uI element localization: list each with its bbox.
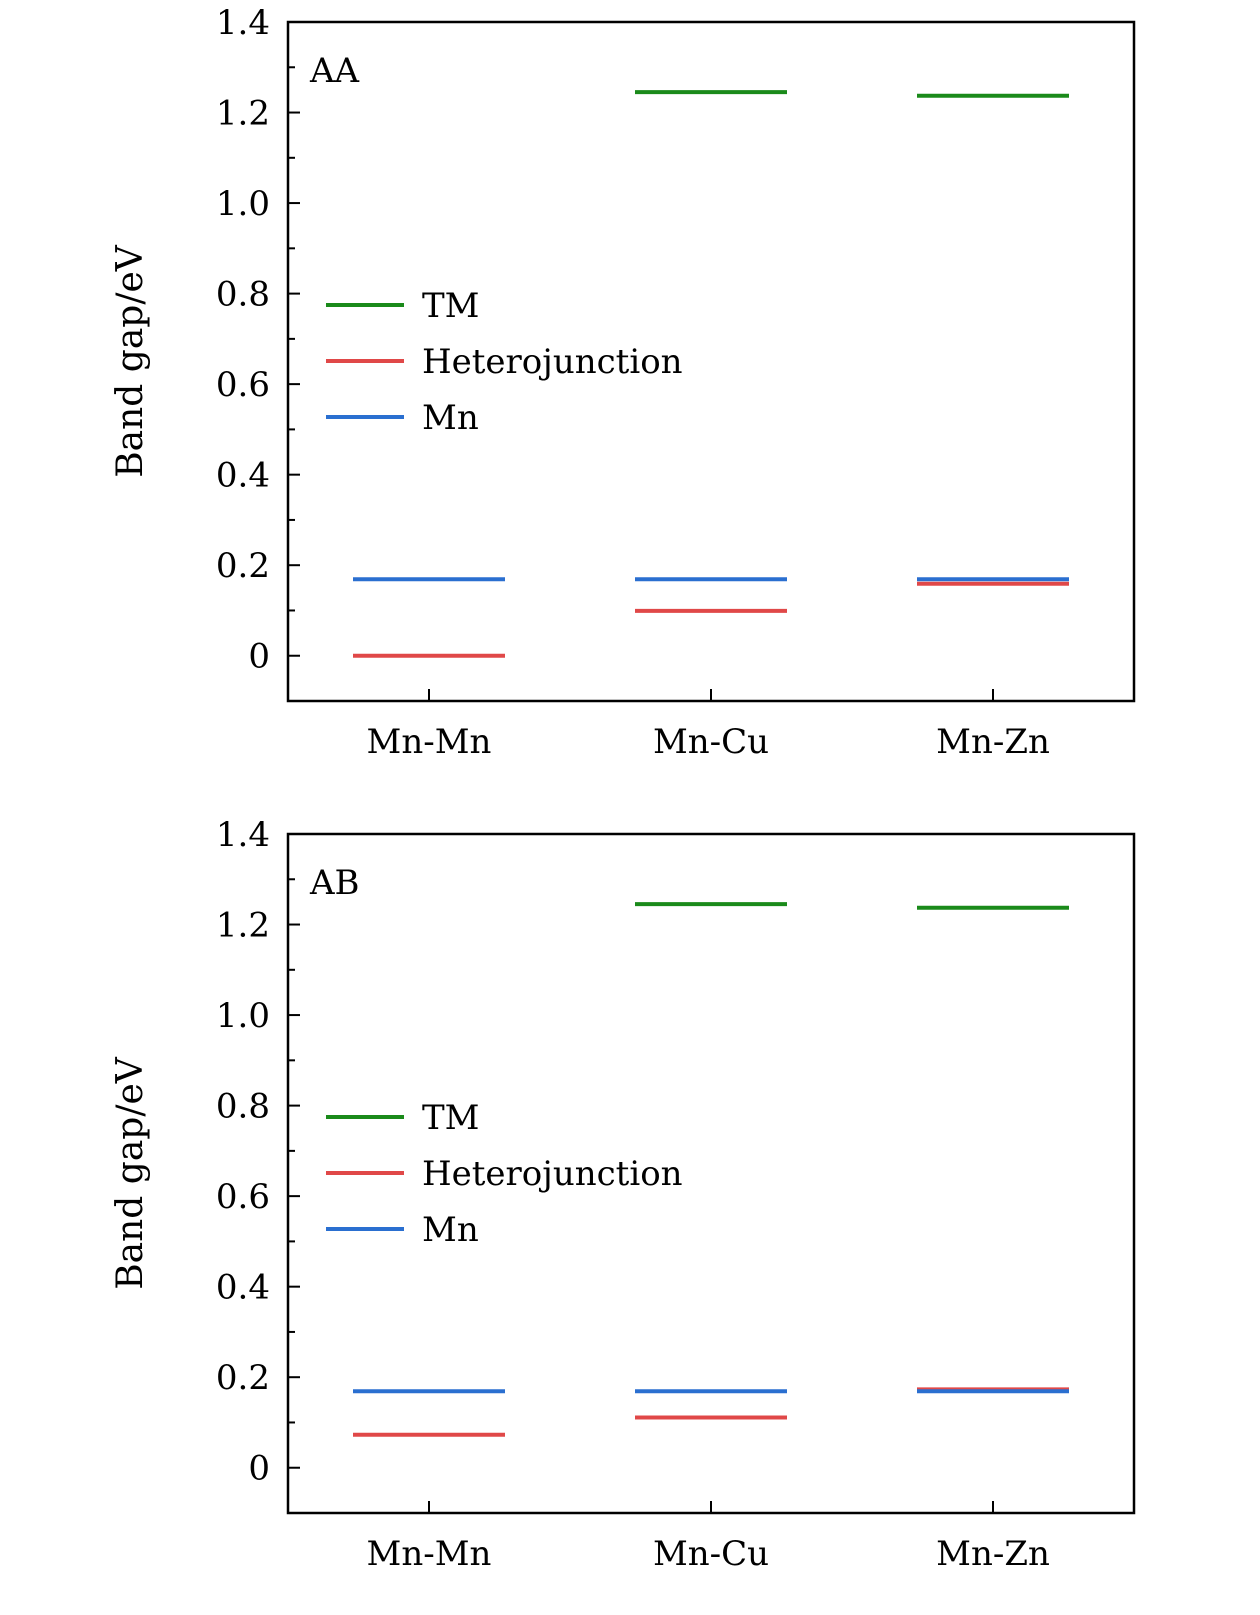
chart2-panel-label: AB — [309, 863, 360, 903]
chart1-plot-frame — [286, 20, 1136, 703]
chart2-y-tick-label: 1.2 — [216, 906, 270, 946]
chart1-panel-label: AA — [309, 51, 360, 91]
chart1-y-tick-label: 0.4 — [216, 456, 270, 496]
chart1-x-tick-label: Mn-Mn — [367, 722, 492, 762]
chart1-y-tick-label: 0.2 — [216, 546, 270, 586]
chart2-x-tick-label: Mn-Zn — [936, 1534, 1050, 1574]
chart2-x-tick-label: Mn-Cu — [653, 1534, 769, 1574]
chart2-y-tick-label: 0.6 — [216, 1177, 270, 1217]
chart1-y-tick-label: 1.2 — [216, 94, 270, 134]
chart2-y-tick-label: 0.4 — [216, 1268, 270, 1308]
chart1-legend-label-heterojunction: Heterojunction — [422, 342, 683, 382]
chart1-legend-label-tm: TM — [422, 286, 480, 326]
chart1-y-tick-label: 0 — [248, 637, 270, 677]
chart2-legend-label-mn: Mn — [422, 1210, 479, 1250]
chart2-y-tick-label: 0.8 — [216, 1087, 270, 1127]
chart1-x-tick-label: Mn-Cu — [653, 722, 769, 762]
chart1-x-tick-label: Mn-Zn — [936, 722, 1050, 762]
chart1-y-tick-label: 1.4 — [216, 3, 270, 43]
chart2-plot-frame — [286, 832, 1136, 1515]
chart1-legend-label-mn: Mn — [422, 398, 479, 438]
chart-ab: 0 0.2 0.4 0.6 0.8 1.0 1.2 1.4 Mn-Mn Mn-Cu Mn-Zn Ban… — [110, 815, 1136, 1574]
chart2-y-tick-label: 1.0 — [216, 996, 270, 1036]
chart2-legend-label-tm: TM — [422, 1098, 480, 1138]
chart-aa: 0 0.2 0.4 0.6 0.8 1.0 1.2 1.4 Mn-Mn Mn-Cu Mn-Zn Ban… — [110, 3, 1136, 762]
chart2-legend-label-heterojunction: Heterojunction — [422, 1154, 683, 1194]
chart1-y-tick-label: 0.8 — [216, 275, 270, 315]
chart1-y-axis-label: Band gap/eV — [110, 244, 151, 478]
chart2-y-tick-label: 0 — [248, 1449, 270, 1489]
chart1-y-tick-label: 1.0 — [216, 184, 270, 224]
chart2-y-tick-label: 1.4 — [216, 815, 270, 855]
chart1-y-tick-label: 0.6 — [216, 365, 270, 405]
chart2-x-tick-label: Mn-Mn — [367, 1534, 492, 1574]
chart2-y-axis-label: Band gap/eV — [110, 1056, 151, 1290]
chart2-y-tick-label: 0.2 — [216, 1358, 270, 1398]
